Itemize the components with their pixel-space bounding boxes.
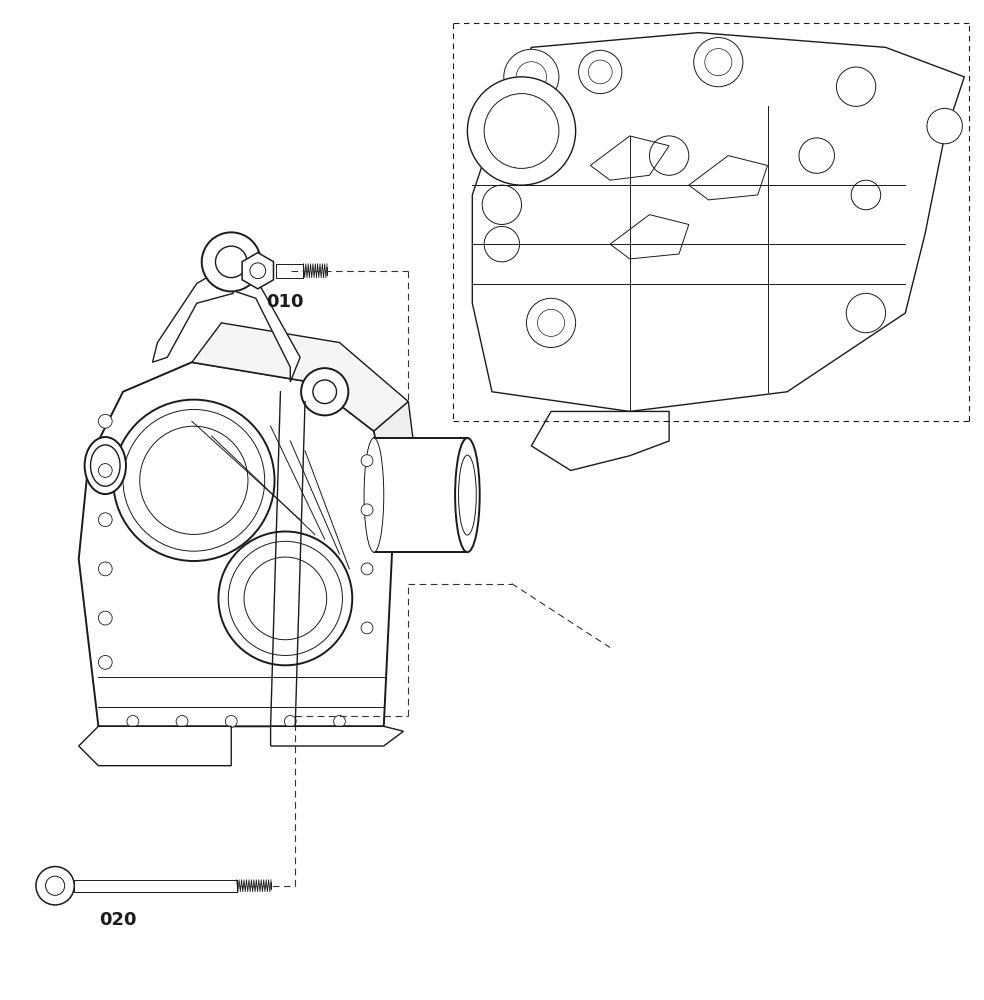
Circle shape (504, 49, 559, 104)
Polygon shape (531, 411, 669, 470)
Circle shape (484, 226, 520, 262)
Circle shape (98, 562, 112, 576)
Polygon shape (472, 33, 964, 411)
Circle shape (649, 136, 689, 175)
Circle shape (113, 400, 275, 561)
Circle shape (127, 715, 139, 727)
Circle shape (927, 108, 962, 144)
Ellipse shape (455, 438, 480, 552)
Circle shape (482, 185, 522, 224)
Polygon shape (271, 726, 403, 746)
Circle shape (35, 867, 75, 905)
Circle shape (218, 531, 352, 665)
Text: 020: 020 (99, 911, 137, 929)
Circle shape (579, 50, 622, 94)
Circle shape (799, 138, 834, 173)
Circle shape (176, 715, 188, 727)
Circle shape (98, 464, 112, 477)
Circle shape (361, 455, 373, 467)
Circle shape (851, 180, 881, 210)
Circle shape (98, 513, 112, 527)
Circle shape (225, 715, 237, 727)
Circle shape (301, 368, 348, 415)
Polygon shape (242, 253, 274, 289)
Circle shape (694, 38, 743, 87)
Circle shape (361, 563, 373, 575)
Text: 010: 010 (267, 293, 304, 311)
Circle shape (98, 655, 112, 669)
Circle shape (361, 504, 373, 516)
Ellipse shape (364, 438, 384, 552)
Circle shape (361, 622, 373, 634)
Polygon shape (374, 402, 423, 520)
Bar (276, 264, 303, 278)
Circle shape (284, 715, 296, 727)
Circle shape (836, 67, 876, 106)
Circle shape (334, 715, 345, 727)
Polygon shape (153, 266, 233, 362)
Circle shape (467, 77, 576, 185)
Circle shape (98, 611, 112, 625)
Bar (374, 438, 467, 552)
Polygon shape (79, 362, 394, 726)
Polygon shape (226, 266, 300, 382)
Circle shape (846, 293, 886, 333)
Bar (75, 880, 236, 892)
Circle shape (526, 298, 576, 347)
Circle shape (98, 414, 112, 428)
Ellipse shape (85, 437, 126, 494)
Circle shape (202, 232, 261, 291)
Polygon shape (192, 323, 408, 431)
Polygon shape (79, 726, 231, 766)
